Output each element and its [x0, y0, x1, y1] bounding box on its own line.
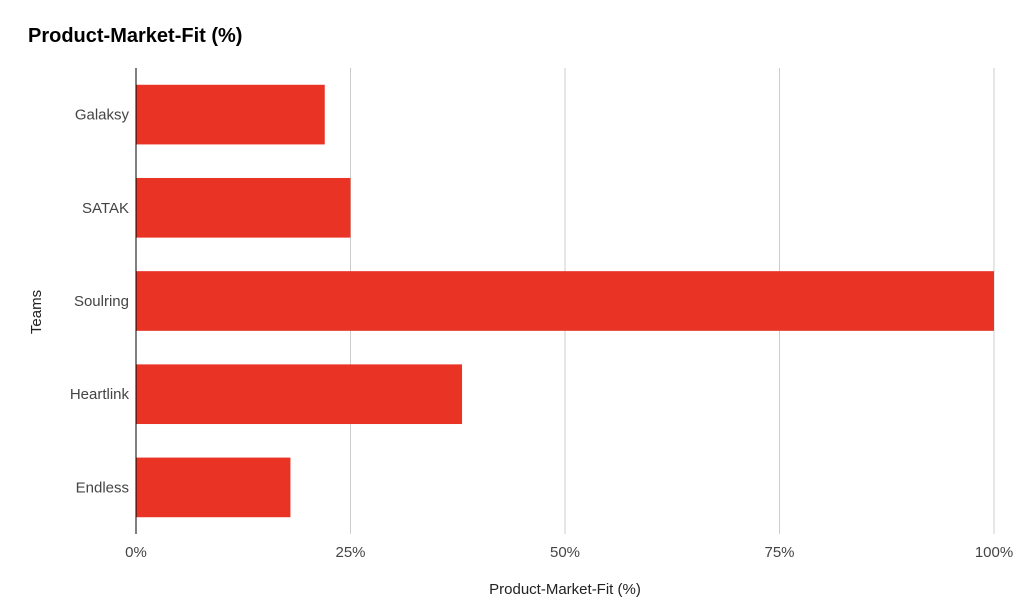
x-axis-title: Product-Market-Fit (%) [489, 581, 641, 598]
category-label: SATAK [82, 200, 129, 217]
x-tick-label: 25% [335, 544, 365, 561]
x-tick-labels: 0% 25% 50% 75% 100% [125, 544, 1013, 561]
x-tick-label: 0% [125, 544, 147, 561]
category-label: Endless [76, 479, 129, 496]
category-label: Heartlink [70, 386, 130, 403]
category-labels: Galaksy SATAK Soulring Heartlink Endless [70, 107, 130, 497]
x-tick-label: 50% [550, 544, 580, 561]
bar-satak [136, 177, 351, 238]
category-label: Galaksy [75, 107, 130, 124]
bar-galaksy [136, 84, 325, 145]
x-tick-label: 75% [764, 544, 794, 561]
category-label: Soulring [74, 293, 129, 310]
bar-soulring [136, 271, 994, 331]
bar-heartlink [136, 364, 463, 425]
chart-title: Product-Market-Fit (%) [28, 25, 242, 47]
y-axis-title: Teams [28, 290, 45, 334]
bars [136, 84, 994, 518]
bar-endless [136, 457, 291, 518]
x-tick-label: 100% [975, 544, 1013, 561]
